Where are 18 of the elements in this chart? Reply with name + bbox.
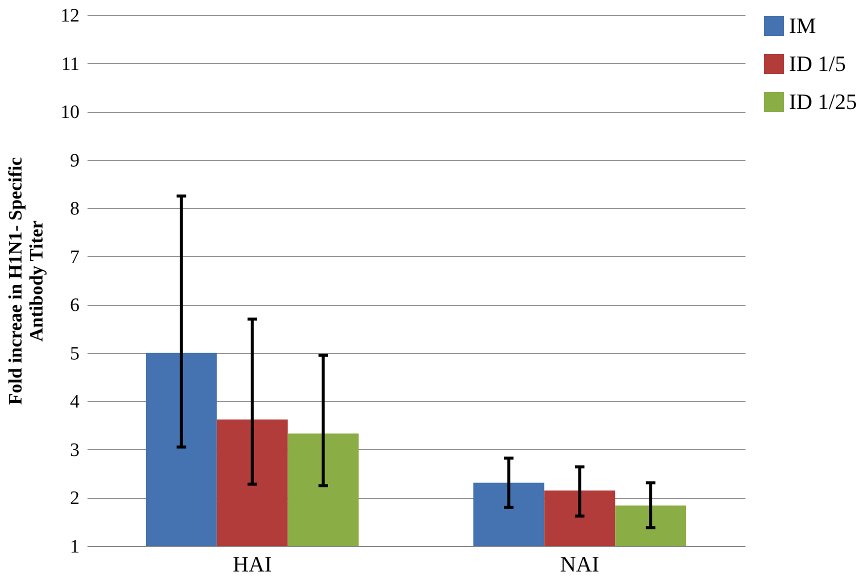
legend-label: ID 1/5 <box>789 51 846 76</box>
y-tick-label: 11 <box>61 54 80 75</box>
y-tick-label: 7 <box>70 246 80 268</box>
legend-label: ID 1/25 <box>789 89 857 114</box>
y-tick-label: 6 <box>70 295 80 316</box>
y-tick-label: 4 <box>70 392 80 413</box>
y-axis-title: Fold increae in H1N1- Specific Antibody Titer <box>6 157 48 405</box>
y-tick-label: 2 <box>70 488 80 510</box>
y-tick-label: 10 <box>60 102 80 124</box>
x-tick-label: HAI <box>232 552 272 576</box>
y-tick-label: 12 <box>60 6 80 26</box>
y-tick-label: 3 <box>70 440 80 461</box>
y-tick-label: 9 <box>70 150 80 172</box>
y-tick-label: 5 <box>70 343 80 364</box>
y-tick-label: 1 <box>70 536 80 558</box>
y-tick-label: 8 <box>70 198 80 220</box>
x-tick-label: NAI <box>560 552 600 576</box>
legend-label: IM <box>789 13 816 38</box>
